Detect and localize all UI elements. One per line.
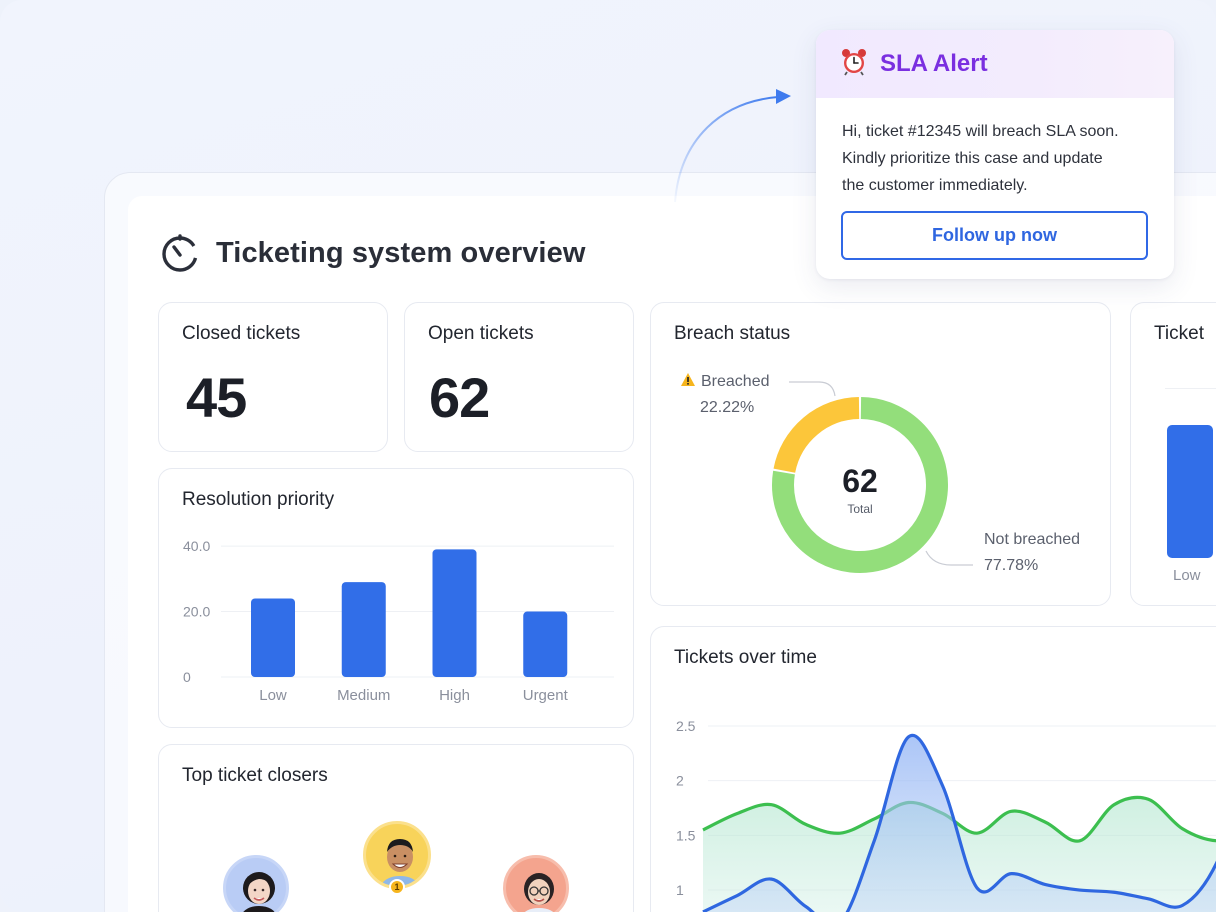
card-title: Breach status <box>674 323 791 344</box>
card-title: Closed tickets <box>182 323 301 344</box>
bar-medium <box>341 582 386 677</box>
bar-urgent <box>523 611 568 677</box>
warning-icon <box>681 373 695 386</box>
donut-center-value: 62 <box>842 463 878 499</box>
tickets-over-time-chart: 2.5 2 1.5 1 <box>676 718 1216 912</box>
sla-alert-message-line: the customer immediately. <box>842 177 1028 194</box>
open-tickets-value: 62 <box>429 366 490 429</box>
page-title: Ticketing system overview <box>216 236 586 269</box>
connector-arrow <box>674 89 791 203</box>
y-tick-label: 20.0 <box>183 604 210 620</box>
avatar <box>503 855 569 912</box>
sla-alert-message-line: Kindly prioritize this case and update <box>842 150 1103 167</box>
series-line-green <box>702 795 1216 843</box>
stopwatch-icon <box>160 233 200 273</box>
x-tick-label: High <box>439 687 470 704</box>
closed-tickets-value: 45 <box>186 366 247 429</box>
x-tick-label: Medium <box>337 687 390 704</box>
sla-alert-message-line: Hi, ticket #12345 will breach SLA soon. <box>842 123 1119 140</box>
donut-slice-not-breached <box>772 397 948 573</box>
x-tick-label: Urgent <box>523 687 569 704</box>
ticket-category-card: Ticket Low <box>1130 302 1216 606</box>
donut-center-label: Total <box>847 502 872 516</box>
sla-alert-popup: SLA Alert Hi, ticket #12345 will breach … <box>816 30 1174 279</box>
not-breached-label: Not breached <box>984 531 1080 548</box>
x-tick-label: Low <box>259 687 287 704</box>
top-ticket-closers-card: Top ticket closers 1 <box>158 744 634 912</box>
breach-status-card: Breach status 62 Total Breached 22.22% N… <box>650 302 1111 606</box>
closed-tickets-card: Closed tickets 45 <box>158 302 388 452</box>
card-title: Open tickets <box>428 323 534 344</box>
y-tick-label: 0 <box>183 669 191 685</box>
rank-badge: 1 <box>389 879 405 895</box>
card-title: Tickets over time <box>674 647 817 668</box>
open-tickets-card: Open tickets 62 <box>404 302 634 452</box>
resolution-priority-chart: 40.0 20.0 0 Low Medium High Urgent <box>183 538 614 704</box>
y-tick-label: 40.0 <box>183 538 210 554</box>
chart-bar <box>1167 425 1213 558</box>
breach-donut-chart: 62 Total Breached 22.22% Not breached 77… <box>681 373 1080 574</box>
alarm-clock-icon <box>840 48 868 81</box>
card-title: Ticket <box>1154 323 1204 344</box>
avatar <box>223 855 289 912</box>
y-tick-label: 1.5 <box>676 827 696 843</box>
card-title: Top ticket closers <box>182 765 328 786</box>
rank-badge-number: 1 <box>394 882 400 892</box>
sla-alert-message: Hi, ticket #12345 will breach SLA soon. … <box>816 98 1174 199</box>
chart-gridline <box>1165 388 1216 389</box>
breached-percent: 22.22% <box>700 399 754 416</box>
bar-low <box>251 598 295 677</box>
donut-slice-breached <box>773 397 860 474</box>
tickets-over-time-card: Tickets over time 2.5 2 1.5 1 <box>650 626 1216 912</box>
card-title: Resolution priority <box>182 489 335 510</box>
sla-alert-title: SLA Alert <box>880 50 988 77</box>
page-header: Ticketing system overview <box>160 232 585 274</box>
not-breached-percent: 77.78% <box>984 557 1038 574</box>
resolution-priority-card: Resolution priority 40.0 20.0 0 Low Medium Hi… <box>158 468 634 728</box>
x-axis-label: Low <box>1173 567 1201 584</box>
y-tick-label: 1 <box>676 882 684 898</box>
breached-label: Breached <box>701 373 770 390</box>
follow-up-button[interactable]: Follow up now <box>841 211 1148 260</box>
y-tick-label: 2.5 <box>676 718 696 734</box>
y-tick-label: 2 <box>676 773 684 789</box>
avatar <box>363 821 431 889</box>
series-area-blue <box>703 735 1216 912</box>
sla-alert-header: SLA Alert <box>816 30 1174 98</box>
bar-high <box>432 549 477 677</box>
series-line-blue <box>702 733 1216 912</box>
